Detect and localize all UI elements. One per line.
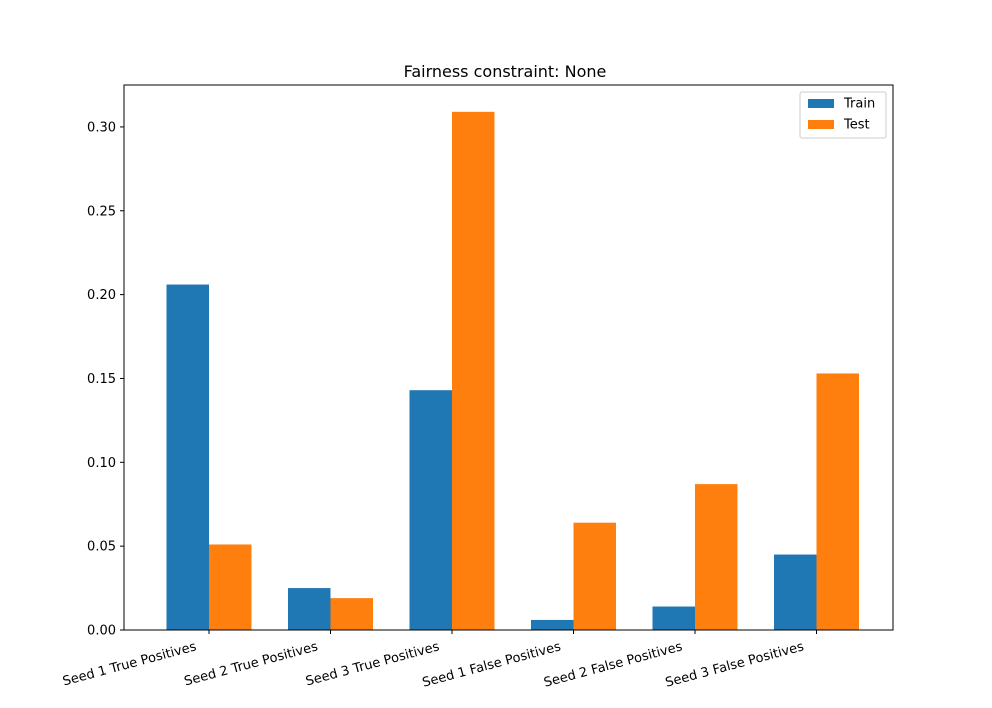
legend-swatch-test bbox=[808, 120, 834, 129]
chart-title: Fairness constraint: None bbox=[404, 62, 607, 81]
bar-train-3 bbox=[409, 390, 452, 630]
x-tick-label: Seed 2 False Positives bbox=[542, 639, 684, 690]
y-tick-label: 0.25 bbox=[87, 204, 116, 219]
y-tick-label: 0.05 bbox=[87, 540, 116, 555]
x-tick-label: Seed 1 False Positives bbox=[421, 639, 563, 690]
bar-test-3 bbox=[452, 111, 495, 631]
y-tick-label: 0.10 bbox=[87, 456, 116, 471]
bar-test-4 bbox=[573, 522, 616, 630]
x-tick-label: Seed 3 True Positives bbox=[304, 639, 441, 689]
bar-train-4 bbox=[531, 619, 574, 630]
legend-label-test: Test bbox=[843, 118, 870, 133]
y-tick-label: 0.15 bbox=[87, 372, 116, 387]
legend-swatch-train bbox=[808, 99, 834, 108]
bar-test-2 bbox=[330, 598, 373, 630]
plot-frame bbox=[123, 84, 894, 631]
x-tick-label: Seed 1 True Positives bbox=[61, 639, 198, 689]
bars-layer bbox=[166, 111, 859, 631]
legend-label-train: Train bbox=[843, 97, 875, 112]
bar-test-6 bbox=[816, 373, 859, 630]
bar-test-5 bbox=[695, 484, 738, 630]
y-tick-label: 0.20 bbox=[87, 288, 116, 303]
y-tick-label: 0.30 bbox=[87, 120, 116, 135]
legend: Train Test bbox=[799, 91, 887, 139]
x-tick-label: Seed 2 True Positives bbox=[183, 639, 320, 689]
bar-test-1 bbox=[209, 544, 252, 630]
bar-train-2 bbox=[288, 588, 331, 630]
y-tick-label: 0.00 bbox=[87, 624, 116, 639]
bar-train-5 bbox=[652, 606, 695, 630]
x-tick-label: Seed 3 False Positives bbox=[664, 639, 806, 690]
bar-train-1 bbox=[166, 284, 209, 630]
bar-train-6 bbox=[774, 554, 817, 630]
